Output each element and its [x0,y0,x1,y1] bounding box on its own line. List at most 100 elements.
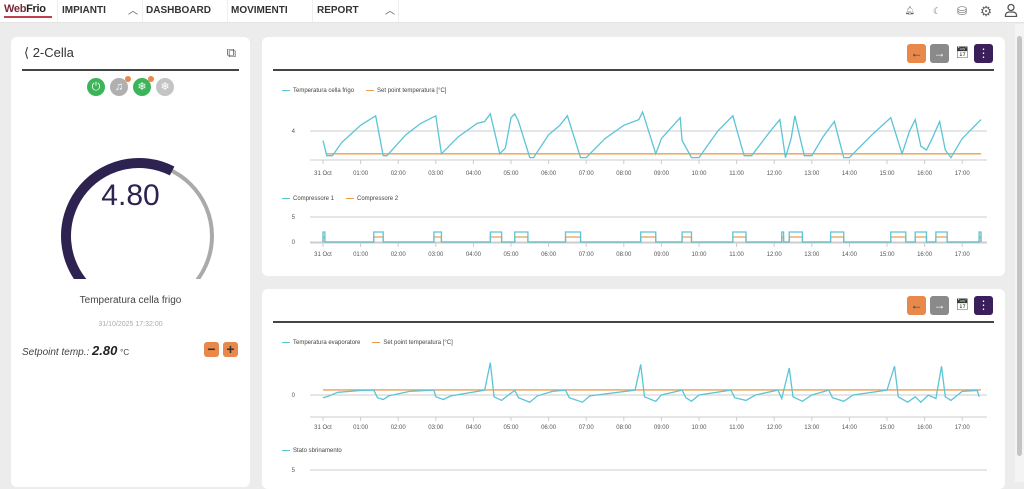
user-icon[interactable] [1003,3,1019,19]
legend-item[interactable]: Stato sbrinamento [293,448,342,454]
x-tick-label: 31 Oct [314,171,332,177]
x-tick-label: 13:00 [804,171,820,177]
next-arrow-button[interactable]: → [930,296,949,315]
divider [273,321,994,323]
x-tick-label: 05:00 [503,252,519,258]
nav-impianti[interactable]: IMPIANTI [62,5,106,16]
setpoint-label: Setpoint temp.: [22,347,90,358]
back-chevron-icon[interactable]: ⟨ [24,45,30,60]
increase-setpoint-button[interactable]: + [223,342,238,357]
x-tick-label: 11:00 [729,171,744,177]
device-name: 2-Cella [32,45,74,60]
x-tick-label: 07:00 [579,252,595,258]
gear-icon[interactable]: ⚙ [979,3,993,19]
chevron-up-icon[interactable]: ︿ [385,6,395,17]
temperature-value: 4.80 [101,179,160,212]
x-tick-label: 05:00 [503,171,519,177]
power-icon: ⏻ [87,78,105,96]
x-tick-label: 06:00 [541,252,557,258]
x-tick-label: 02:00 [391,252,407,258]
chevron-up-icon[interactable]: ︿ [128,6,138,17]
temperature-line [322,110,982,159]
x-tick-label: 04:00 [466,425,482,431]
more-menu-button[interactable]: ⋮ [974,44,993,63]
scrollbar-thumb[interactable] [1017,36,1022,456]
x-tick-label: 15:00 [879,425,895,431]
y-tick-label: 0 [292,240,296,246]
moon-icon[interactable]: ☾ [932,6,942,16]
legend-item[interactable]: Set point temperatura [°C] [377,88,447,94]
next-arrow-button[interactable]: → [930,44,949,63]
x-tick-label: 08:00 [616,425,632,431]
snowflake-icon: ❄ [156,78,174,96]
calendar-icon[interactable]: 📅︎ [955,47,970,59]
x-tick-label: 02:00 [391,425,407,431]
x-tick-label: 12:00 [767,171,783,177]
nav-dashboard[interactable]: DASHBOARD [146,5,211,16]
x-tick-label: 03:00 [428,425,444,431]
x-tick-label: 13:00 [804,252,820,258]
x-tick-label: 16:00 [917,171,933,177]
x-tick-label: 06:00 [541,425,557,431]
previous-arrow-button[interactable]: ← [907,296,926,315]
legend-item[interactable]: Temperatura cella frigo [293,88,355,94]
more-menu-button[interactable]: ⋮ [974,296,993,315]
temperature-label: Temperatura cella frigo [79,295,182,306]
x-tick-label: 16:00 [917,252,933,258]
webfrio-logo[interactable]: WebFrio [4,3,52,18]
nav-report[interactable]: REPORT [317,5,359,16]
chart-evaporatore: 0 31 Oct 01:00 02:00 03:00 04:00 05:00 06:00 07:… [292,362,987,474]
x-tick-label: 17:00 [955,425,971,431]
x-tick-label: 07:00 [579,425,595,431]
x-tick-label: 14:00 [842,425,858,431]
legend-item[interactable]: Compressore 1 [293,196,335,202]
legend-item[interactable]: Set point temperatura [°C] [383,340,453,346]
divider [273,69,994,71]
x-tick-label: 13:00 [804,425,820,431]
y-tick-label: 5 [292,468,296,474]
database-icon[interactable]: ⛁ [956,4,968,18]
calendar-icon[interactable]: 📅︎ [955,299,970,311]
x-tick-label: 11:00 [729,252,744,258]
x-tick-label: 03:00 [428,171,444,177]
timestamp: 31/10/2025 17:32:00 [98,321,163,328]
chart-card-cella: ← → 📅︎ ⋮ Temperatura cella frigo Set poin… [262,37,1005,276]
legend-item[interactable]: Temperatura evaporatore [293,340,361,346]
x-tick-label: 15:00 [879,171,895,177]
x-tick-label: 04:00 [466,252,482,258]
bell-icon[interactable]: 🔔︎ [904,6,916,15]
temperature-gauge [61,158,214,279]
y-tick-label: 0 [292,393,296,399]
x-tick-label: 10:00 [691,252,707,258]
previous-arrow-button[interactable]: ← [907,44,926,63]
external-link-icon[interactable]: ⧉ [226,45,236,60]
x-tick-label: 06:00 [541,171,557,177]
x-tick-label: 10:00 [691,425,707,431]
alarm-bell-icon: ♫ [110,76,131,96]
y-tick-label: 5 [292,215,296,221]
x-tick-label: 01:00 [353,171,369,177]
x-tick-label: 01:00 [353,252,369,258]
x-tick-label: 17:00 [955,171,971,177]
chart-card-evaporatore: ← → 📅︎ ⋮ Temperatura evaporatore Set poin… [262,289,1005,489]
top-nav-bar: WebFrio IMPIANTI ︿ DASHBOARD MOVIMENTI R… [0,0,1024,23]
x-tick-label: 03:00 [428,252,444,258]
legend-item[interactable]: Compressore 2 [357,196,399,202]
x-tick-label: 16:00 [917,425,933,431]
legend-temp: Temperatura cella frigo Set point tempera… [282,88,446,94]
chart-cella: 4 31 Oct 01:00 02:00 03:00 04:00 05:00 06:00 07:… [292,110,987,258]
x-tick-label: 12:00 [767,425,783,431]
scrollbar[interactable] [1015,24,1024,482]
x-tick-label: 12:00 [767,252,783,258]
legend-evaporator: Temperatura evaporatore Set point tempera… [282,340,453,346]
x-tick-label: 10:00 [691,171,707,177]
x-tick-label: 09:00 [654,171,670,177]
decrease-setpoint-button[interactable]: − [204,342,219,357]
x-tick-label: 31 Oct [314,425,332,431]
compressor-2-line [322,236,982,243]
x-tick-label: 15:00 [879,252,895,258]
legend-compressor: Compressore 1 Compressore 2 [282,196,398,202]
x-tick-label: 31 Oct [314,252,332,258]
panel-title[interactable]: ⟨ 2-Cella [24,45,74,61]
nav-movimenti[interactable]: MOVIMENTI [231,5,288,16]
